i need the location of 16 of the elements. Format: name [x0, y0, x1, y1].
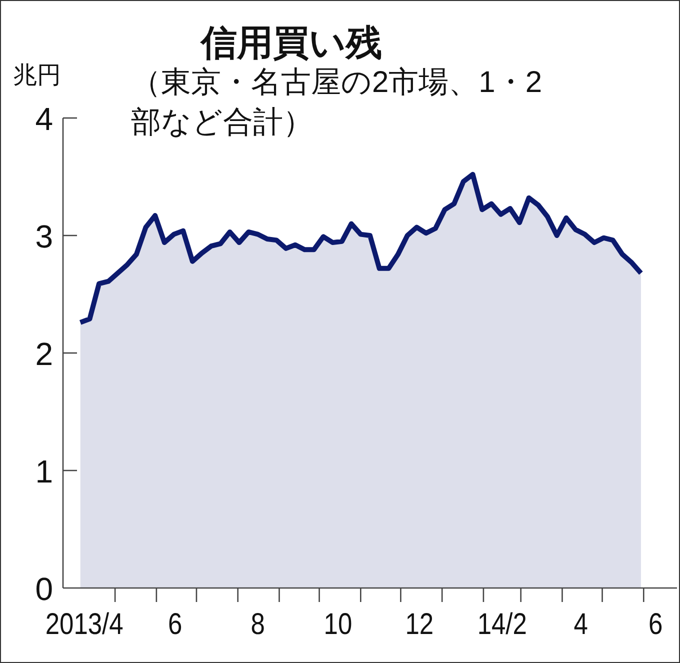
- y-axis-title: 兆円: [13, 61, 61, 91]
- chart-subtitle: （東京・名古屋の2市場、1・2部など合計）: [131, 65, 544, 141]
- x-tick-label: 10: [324, 607, 352, 640]
- y-tick-label: 1: [35, 454, 53, 490]
- y-tick-label: 2: [35, 336, 53, 372]
- chart-title: 信用買い残: [201, 22, 382, 63]
- y-tick-label: 3: [35, 218, 53, 254]
- y-tick-label: 4: [35, 101, 53, 137]
- x-tick-label: 8: [250, 607, 265, 640]
- x-tick-label: 14/2: [477, 607, 527, 640]
- x-tick-label: 4: [574, 607, 588, 640]
- y-tick-label: 0: [35, 571, 53, 607]
- x-tick-label: 6: [168, 607, 182, 640]
- x-tick-label: 6: [648, 607, 663, 640]
- x-tick-label: 2013/4: [45, 607, 124, 640]
- x-tick-label: 12: [405, 607, 434, 640]
